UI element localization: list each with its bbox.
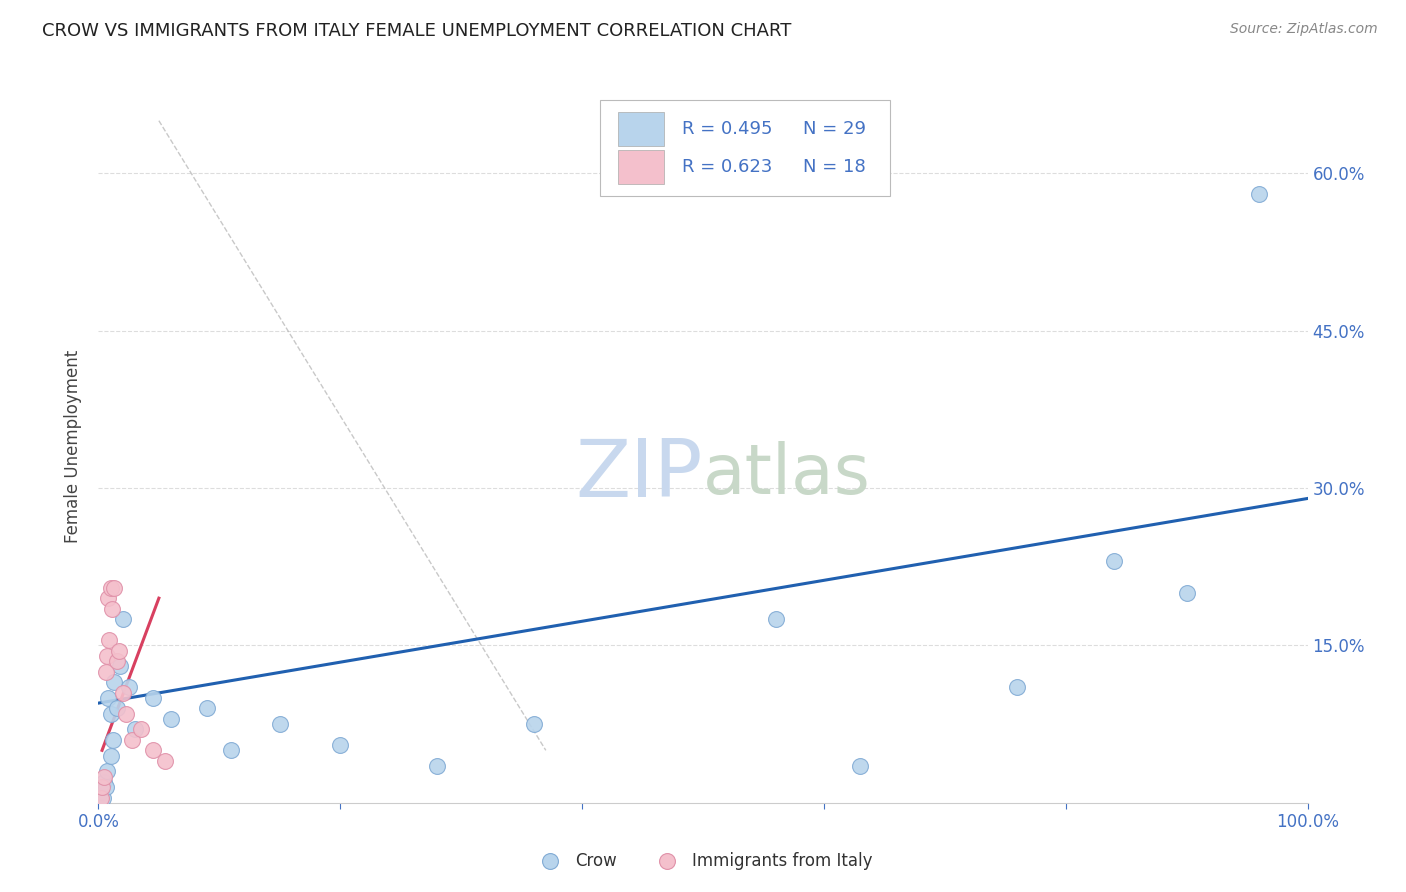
- Point: [329, 738, 352, 752]
- Point: [108, 659, 131, 673]
- Point: [111, 685, 134, 699]
- Point: [98, 633, 121, 648]
- Point: [195, 701, 218, 715]
- Text: R = 0.623: R = 0.623: [682, 159, 773, 177]
- Point: [100, 706, 122, 721]
- Point: [849, 759, 872, 773]
- Point: [100, 748, 122, 763]
- Point: [97, 690, 120, 705]
- Point: [93, 770, 115, 784]
- Point: [94, 665, 117, 679]
- Point: [101, 732, 124, 747]
- Point: [160, 712, 183, 726]
- Point: [91, 790, 114, 805]
- Point: [103, 581, 125, 595]
- Point: [90, 785, 112, 799]
- Point: [221, 743, 243, 757]
- Point: [94, 780, 117, 794]
- Point: [93, 774, 115, 789]
- Point: [100, 601, 122, 615]
- Point: [91, 780, 114, 794]
- Point: [153, 754, 176, 768]
- Point: [96, 764, 118, 779]
- Point: [118, 681, 141, 695]
- Point: [111, 612, 134, 626]
- Point: [1102, 554, 1125, 568]
- Point: [108, 643, 131, 657]
- Text: CROW VS IMMIGRANTS FROM ITALY FEMALE UNEMPLOYMENT CORRELATION CHART: CROW VS IMMIGRANTS FROM ITALY FEMALE UNE…: [42, 22, 792, 40]
- Legend: Crow, Immigrants from Italy: Crow, Immigrants from Italy: [527, 846, 879, 877]
- Point: [121, 732, 143, 747]
- FancyBboxPatch shape: [619, 150, 664, 185]
- Point: [142, 743, 165, 757]
- Point: [97, 591, 120, 606]
- Point: [103, 675, 125, 690]
- Point: [1007, 681, 1029, 695]
- Y-axis label: Female Unemployment: Female Unemployment: [65, 350, 83, 542]
- Point: [115, 706, 138, 721]
- FancyBboxPatch shape: [600, 100, 890, 196]
- Point: [124, 723, 146, 737]
- Point: [105, 654, 128, 668]
- Point: [129, 723, 152, 737]
- Point: [1175, 586, 1198, 600]
- FancyBboxPatch shape: [619, 112, 664, 146]
- Text: ZIP: ZIP: [575, 435, 703, 514]
- Point: [269, 717, 291, 731]
- Point: [90, 790, 112, 805]
- Text: atlas: atlas: [703, 441, 870, 508]
- Point: [1249, 187, 1271, 202]
- Point: [105, 701, 128, 715]
- Point: [426, 759, 449, 773]
- Point: [142, 690, 165, 705]
- Text: Source: ZipAtlas.com: Source: ZipAtlas.com: [1230, 22, 1378, 37]
- Text: N = 18: N = 18: [803, 159, 866, 177]
- Text: N = 29: N = 29: [803, 120, 866, 137]
- Point: [523, 717, 546, 731]
- Text: R = 0.495: R = 0.495: [682, 120, 773, 137]
- Point: [100, 581, 122, 595]
- Point: [96, 648, 118, 663]
- Point: [765, 612, 787, 626]
